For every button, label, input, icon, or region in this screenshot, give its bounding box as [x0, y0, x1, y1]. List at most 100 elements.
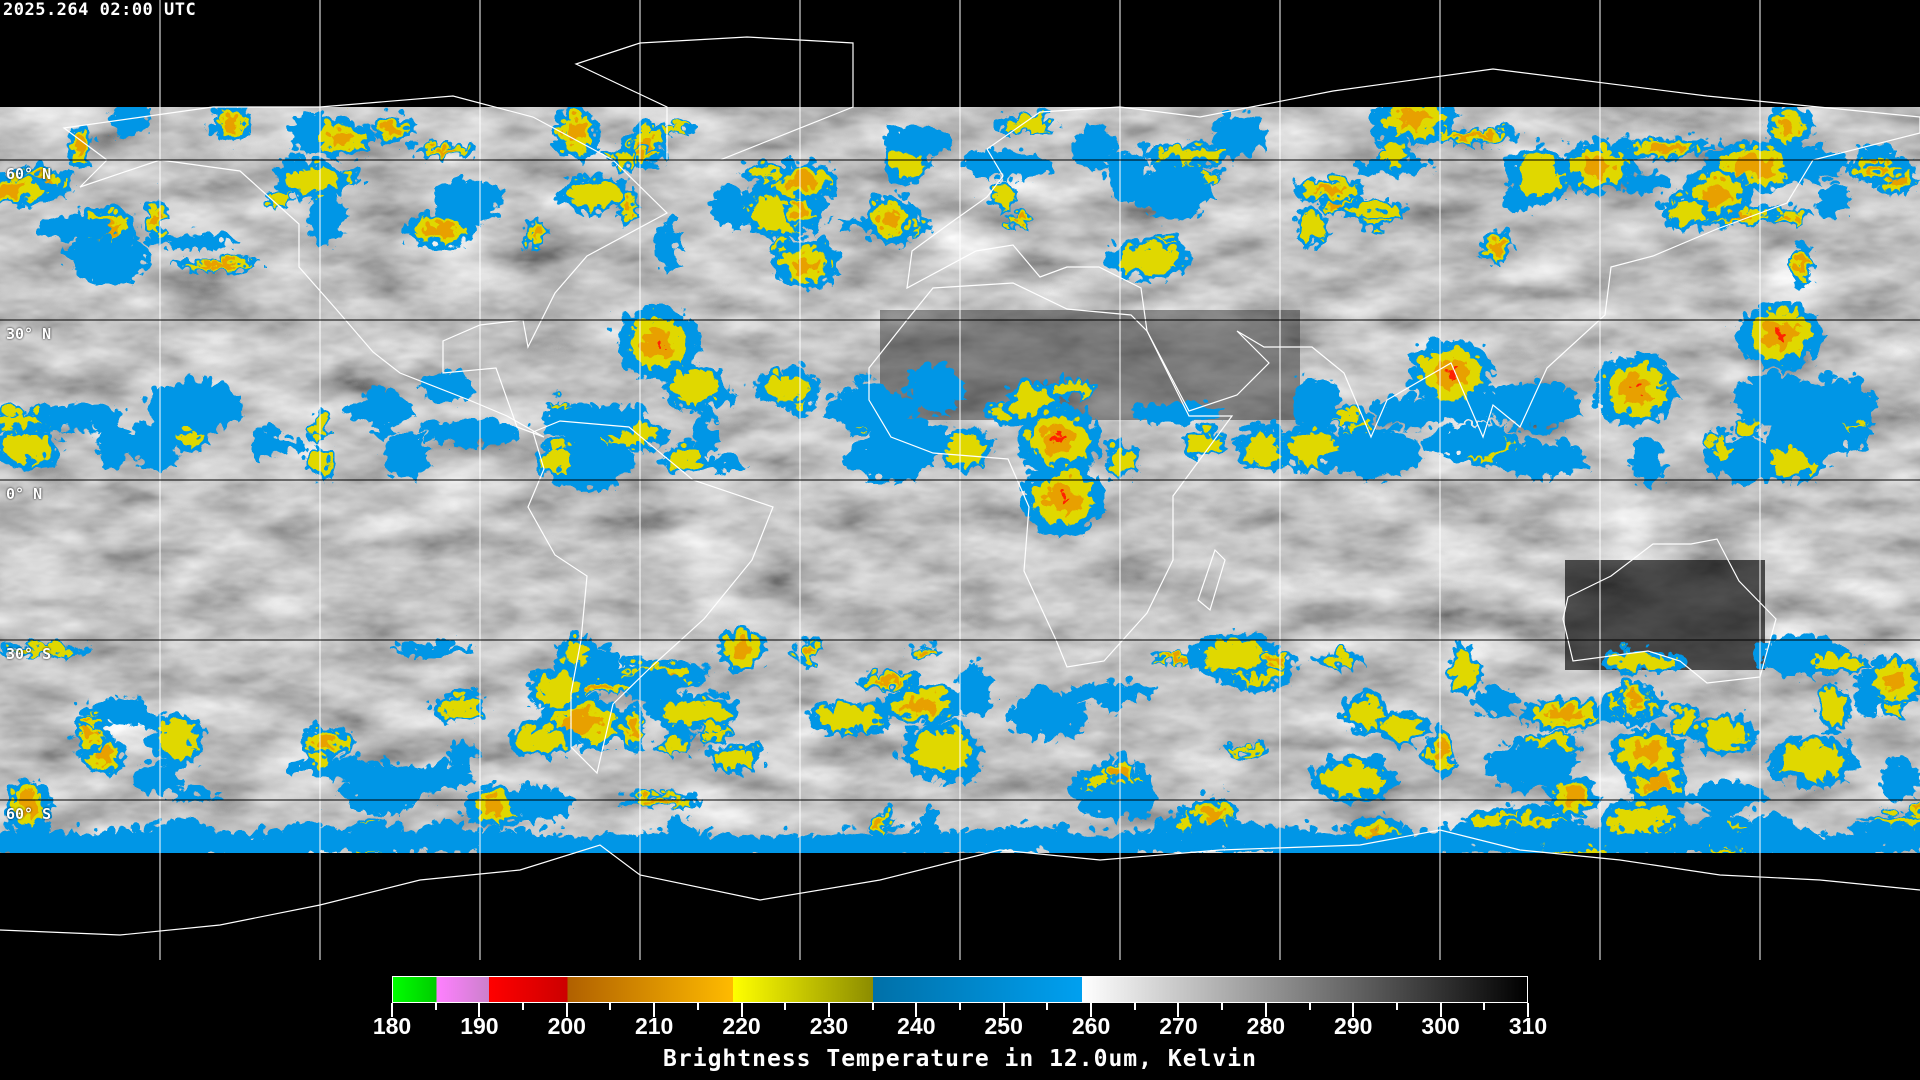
cloud-cluster [1114, 239, 1174, 268]
cloud-cluster [79, 713, 93, 720]
cloud-cluster [1197, 633, 1260, 666]
cloud-cluster [609, 142, 626, 162]
cloud-cluster [1294, 206, 1318, 237]
cloud-cluster [1607, 647, 1668, 664]
cloud-cluster [1558, 782, 1579, 800]
cloud-cluster [1346, 196, 1394, 212]
cloud-cluster [152, 715, 191, 755]
cloud-cluster [65, 231, 143, 280]
cloud-cluster [1342, 693, 1376, 723]
cloud-cluster [217, 108, 234, 126]
cloud-cluster [1770, 326, 1780, 334]
cloud-cluster [1447, 645, 1470, 681]
cloud-cluster [1625, 380, 1635, 388]
cloud-cluster [1632, 786, 1706, 801]
cloud-cluster [90, 413, 124, 466]
colorbar-tick [522, 1003, 525, 1010]
cloud-cluster [416, 217, 447, 232]
cloud-cluster [1662, 194, 1700, 220]
cloud-cluster [252, 432, 299, 447]
colorbar-tick [827, 1003, 830, 1017]
cloud-cluster [1308, 179, 1338, 189]
colorbar-tick [1264, 1003, 1267, 1017]
cloud-cluster [913, 643, 929, 650]
colorbar-tick-label: 220 [722, 1013, 761, 1039]
cloud-cluster [1094, 684, 1121, 707]
cloud-cluster [426, 142, 454, 149]
cloud-cluster [1695, 716, 1741, 744]
cloud-cluster [511, 722, 563, 748]
cloud-cluster [1774, 737, 1838, 773]
cloud-cluster [879, 118, 946, 150]
colorbar-tick [1133, 1003, 1136, 1010]
cloud-cluster [788, 197, 802, 212]
cloud-cluster [140, 374, 235, 428]
cloud-cluster [563, 176, 617, 204]
cloud-cluster [362, 381, 392, 432]
cloud-cluster [1099, 143, 1143, 196]
cloud-cluster [798, 641, 808, 654]
cloud-cluster [386, 638, 466, 651]
cloud-cluster [1806, 648, 1855, 665]
colorbar-tick [653, 1003, 656, 1017]
colorbar-tick [1483, 1003, 1486, 1010]
cloud-cluster [192, 256, 231, 262]
colorbar-tick [1395, 1003, 1398, 1010]
colorbar-tick [871, 1003, 874, 1010]
cloud-cluster [337, 755, 415, 808]
cloud-cluster [1416, 420, 1502, 450]
cloud-cluster [1048, 430, 1058, 438]
latitude-label: 30° N [6, 325, 52, 343]
colorbar-tick [784, 1003, 787, 1010]
colorbar-tick [1002, 1003, 1005, 1017]
cloud-cluster [997, 111, 1044, 126]
cloud-cluster [1773, 111, 1792, 130]
cloud-cluster [1839, 818, 1920, 847]
cloud-cluster [1067, 118, 1110, 163]
graticule [159, 0, 1761, 960]
colorbar-tick-label: 300 [1421, 1013, 1460, 1039]
coastlines [0, 36, 1920, 936]
cloud-cluster [756, 368, 804, 394]
cloud-cluster [310, 729, 334, 742]
colorbar-tick [740, 1003, 743, 1017]
cloud-cluster [413, 412, 513, 441]
cloud-cluster [871, 812, 881, 822]
cloud-cluster [1812, 176, 1843, 214]
cloud-cluster [1726, 369, 1816, 421]
cloud-cluster [435, 691, 475, 713]
cloud-cluster [744, 158, 773, 175]
colorbar-tick [1221, 1003, 1224, 1010]
cloud-cluster [1512, 149, 1557, 188]
cloud-cluster [1376, 134, 1397, 162]
colorbar [392, 976, 1528, 1003]
cloud-cluster [1285, 371, 1335, 422]
coast-antarctica [0, 829, 1920, 936]
cloud-cluster [1221, 739, 1258, 750]
colorbar-tick-label: 200 [547, 1013, 586, 1039]
cloud-cluster [939, 428, 980, 461]
cloud-cluster [1390, 107, 1426, 124]
cloud-cluster [1009, 212, 1020, 218]
cloud-cluster [254, 818, 355, 847]
colorbar-tick [391, 1003, 393, 1017]
cloud-cluster [571, 678, 608, 684]
colorbar-tick [1177, 1003, 1180, 1017]
cloud-cluster [561, 116, 580, 139]
cloud-cluster [1625, 736, 1656, 757]
cloud-cluster [908, 724, 965, 764]
cloud-cluster [32, 210, 107, 236]
cloud-cluster [702, 449, 740, 466]
colorbar-tick [434, 1003, 437, 1010]
cloud-cluster [1874, 755, 1914, 794]
cloud-cluster [842, 374, 881, 407]
colorbar-tick-label: 270 [1159, 1013, 1198, 1039]
cloud-cluster [1430, 738, 1443, 757]
cloud-cluster [1671, 705, 1689, 729]
satellite-ir-map [0, 0, 1920, 960]
cloud-cluster [1001, 684, 1081, 735]
cloud-cluster [687, 400, 713, 453]
colorbar-tick-label: 230 [809, 1013, 849, 1039]
cloud-cluster [34, 396, 118, 425]
colorbar-tick [478, 1003, 481, 1017]
